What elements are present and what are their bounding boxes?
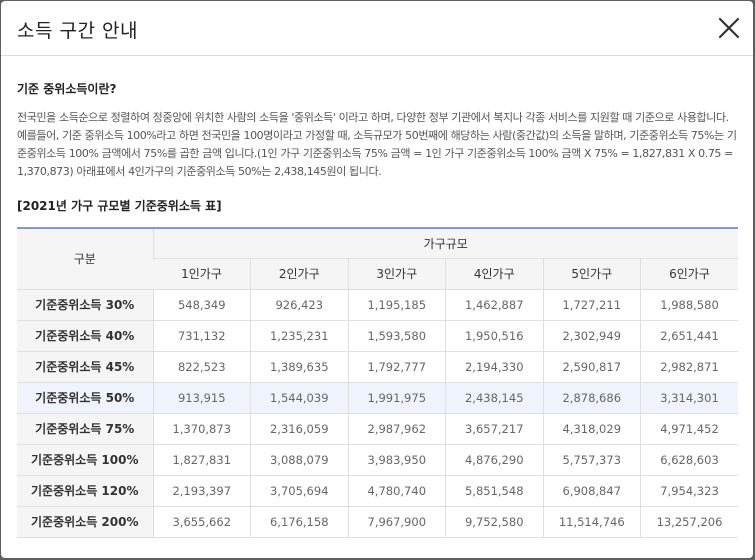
- table-cell: 2,194,330: [445, 351, 543, 383]
- table-row: 기준중위소득 100% 1,827,831 3,088,079 3,983,950 4,…: [17, 444, 738, 476]
- table-cell: 2,438,145: [445, 382, 543, 414]
- table-cell: 731,132: [152, 320, 251, 352]
- modal-header: 소득 구간 안내: [1, 1, 753, 56]
- row-label: 기준중위소득 100%: [17, 444, 153, 476]
- table-cell: 1,727,211: [542, 289, 641, 321]
- column-header: 2인가구: [250, 258, 348, 290]
- table-cell: 5,757,373: [542, 444, 641, 476]
- row-label: 기준중위소득 120%: [17, 475, 153, 507]
- table-cell: 913,915: [152, 382, 251, 414]
- table-cell: 1,950,516: [445, 320, 543, 352]
- row-label: 기준중위소득 40%: [17, 320, 153, 352]
- table-cell: 1,991,975: [347, 382, 446, 414]
- table-cell: 2,982,871: [640, 351, 738, 383]
- row-label: 기준중위소득 30%: [17, 289, 153, 321]
- table-cell: 822,523: [152, 351, 251, 383]
- table-cell: 1,235,231: [250, 320, 348, 352]
- row-header: 구분: [17, 227, 153, 290]
- section-description: 전국민을 소득순으로 정렬하여 정중앙에 위치한 사람의 소득을 '중위소득' …: [17, 111, 737, 178]
- table-cell: 3,657,217: [445, 413, 543, 445]
- table-cell: 1,370,873: [152, 413, 251, 445]
- table-cell: 3,088,079: [250, 444, 348, 476]
- modal-title: 소득 구간 안내: [17, 20, 138, 42]
- row-label: 기준중위소득 75%: [17, 413, 153, 445]
- table-cell: 1,544,039: [250, 382, 348, 414]
- table-cell: 3,705,694: [250, 475, 348, 507]
- table-cell: 7,967,900: [347, 506, 446, 538]
- table-cell: 1,389,635: [250, 351, 348, 383]
- table-cell: 1,792,777: [347, 351, 446, 383]
- table-cell: 4,318,029: [542, 413, 641, 445]
- table-cell: 926,423: [250, 289, 348, 321]
- table-row: 기준중위소득 30% 548,349 926,423 1,195,185 1,462,8…: [17, 289, 738, 321]
- group-header: 가구규모: [152, 227, 738, 259]
- table-row: 기준중위소득 120% 2,193,397 3,705,694 4,780,740 5,…: [17, 475, 738, 507]
- table-row: 기준중위소득 50% 913,915 1,544,039 1,991,975 2,438…: [17, 382, 738, 414]
- table-cell: 3,983,950: [347, 444, 446, 476]
- close-icon: [718, 17, 740, 39]
- column-header: 6인가구: [640, 258, 738, 290]
- table-title: [2021년 가구 규모별 기준중위소득 표]: [17, 199, 222, 213]
- table-cell: 6,628,603: [640, 444, 738, 476]
- table-cell: 2,878,686: [542, 382, 641, 414]
- table-body: 기준중위소득 30% 548,349 926,423 1,195,185 1,462,8…: [17, 289, 738, 538]
- table-row: 기준중위소득 45% 822,523 1,389,635 1,792,777 2,194…: [17, 351, 738, 383]
- table-cell: 2,302,949: [542, 320, 641, 352]
- table-cell: 5,851,548: [445, 475, 543, 507]
- table-cell: 548,349: [152, 289, 251, 321]
- table-cell: 2,651,441: [640, 320, 738, 352]
- row-label: 기준중위소득 45%: [17, 351, 153, 383]
- table-cell: 11,514,746: [542, 506, 641, 538]
- table-cell: 4,971,452: [640, 413, 738, 445]
- table-cell: 9,752,580: [445, 506, 543, 538]
- table-cell: 6,176,158: [250, 506, 348, 538]
- column-header-row: 1인가구 2인가구 3인가구 4인가구 5인가구 6인가구: [17, 258, 738, 290]
- section-heading: 기준 중위소득이란?: [17, 82, 117, 96]
- table-cell: 2,316,059: [250, 413, 348, 445]
- table-row: 기준중위소득 75% 1,370,873 2,316,059 2,987,962 3,6…: [17, 413, 738, 445]
- table-cell: 2,987,962: [347, 413, 446, 445]
- table-cell: 1,827,831: [152, 444, 251, 476]
- table-cell: 2,193,397: [152, 475, 251, 507]
- table-cell: 4,780,740: [347, 475, 446, 507]
- close-button[interactable]: [715, 14, 743, 42]
- table-cell: 3,314,301: [640, 382, 738, 414]
- table-cell: 6,908,847: [542, 475, 641, 507]
- column-header: 1인가구: [153, 258, 251, 290]
- table-row: 기준중위소득 40% 731,132 1,235,231 1,593,580 1,950…: [17, 320, 738, 352]
- row-label: 기준중위소득 200%: [17, 506, 153, 538]
- table-cell: 4,876,290: [445, 444, 543, 476]
- column-header: 5인가구: [542, 258, 641, 290]
- column-header: 3인가구: [347, 258, 446, 290]
- income-table: 구분 가구규모 1인가구 2인가구 3인가구 4인가구 5인가구 6인가구 기준중위소득 …: [17, 227, 738, 538]
- table-cell: 13,257,206: [640, 506, 738, 538]
- table-cell: 1,988,580: [640, 289, 738, 321]
- table-cell: 1,593,580: [347, 320, 446, 352]
- column-header: 4인가구: [445, 258, 543, 290]
- table-cell: 1,195,185: [347, 289, 446, 321]
- table-cell: 2,590,817: [542, 351, 641, 383]
- table-row: 기준중위소득 200% 3,655,662 6,176,158 7,967,900 9,…: [17, 506, 738, 538]
- table-cell: 1,462,887: [445, 289, 543, 321]
- table-cell: 3,655,662: [152, 506, 251, 538]
- table-cell: 7,954,323: [640, 475, 738, 507]
- row-label: 기준중위소득 50%: [17, 382, 153, 414]
